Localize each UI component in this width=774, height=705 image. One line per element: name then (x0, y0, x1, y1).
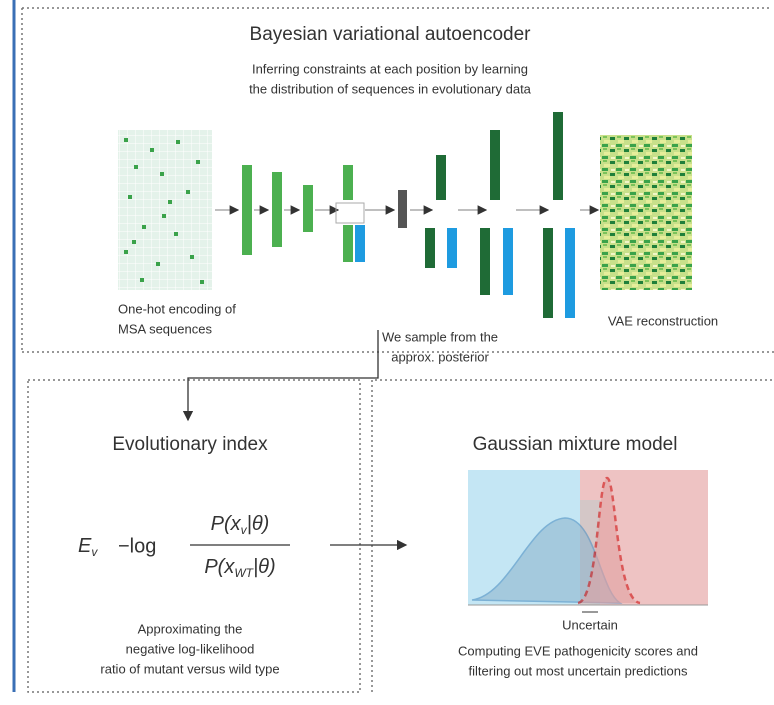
num-b: |θ) (247, 513, 270, 535)
uncertain-label: Uncertain (562, 617, 618, 632)
gmm-title: Gaussian mixture model (473, 434, 678, 455)
diagram: Bayesian variational autoencoder Inferri… (0, 0, 774, 705)
formula-num: P(xv|θ) (211, 513, 270, 537)
gmm-caption: filtering out most uncertain predictions (469, 663, 688, 678)
vae-title: Bayesian variational autoencoder (250, 24, 532, 45)
evol-caption: ratio of mutant versus wild type (100, 661, 279, 676)
den-b: |θ) (253, 556, 276, 578)
sample-label: We sample from the (382, 329, 498, 344)
vae-subtitle: the distribution of sequences in evoluti… (249, 81, 532, 96)
msa-matrix (118, 130, 212, 290)
input-label: One-hot encoding of (118, 301, 236, 316)
sample-label: approx. posterior (391, 349, 489, 364)
formula-e: E (78, 535, 92, 557)
formula-den: P(xWT|θ) (204, 556, 275, 580)
output-label: VAE reconstruction (608, 313, 718, 328)
evol-title: Evolutionary index (112, 434, 268, 455)
num-a: P(x (211, 513, 242, 535)
flow-arrow (188, 330, 378, 420)
den-a: P(x (204, 556, 235, 578)
formula-lhs: Ev (78, 535, 98, 559)
network-layers (242, 112, 575, 318)
vae-reconstruction (600, 135, 692, 290)
vae-subtitle: Inferring constraints at each position b… (252, 61, 528, 76)
evol-caption: Approximating the (138, 621, 243, 636)
formula-op: −log (118, 535, 156, 557)
evol-caption: negative log-likelihood (126, 641, 255, 656)
den-sub: WT (234, 566, 254, 580)
input-label: MSA sequences (118, 321, 212, 336)
gmm-caption: Computing EVE pathogenicity scores and (458, 643, 698, 658)
formula-sub: v (91, 545, 98, 559)
